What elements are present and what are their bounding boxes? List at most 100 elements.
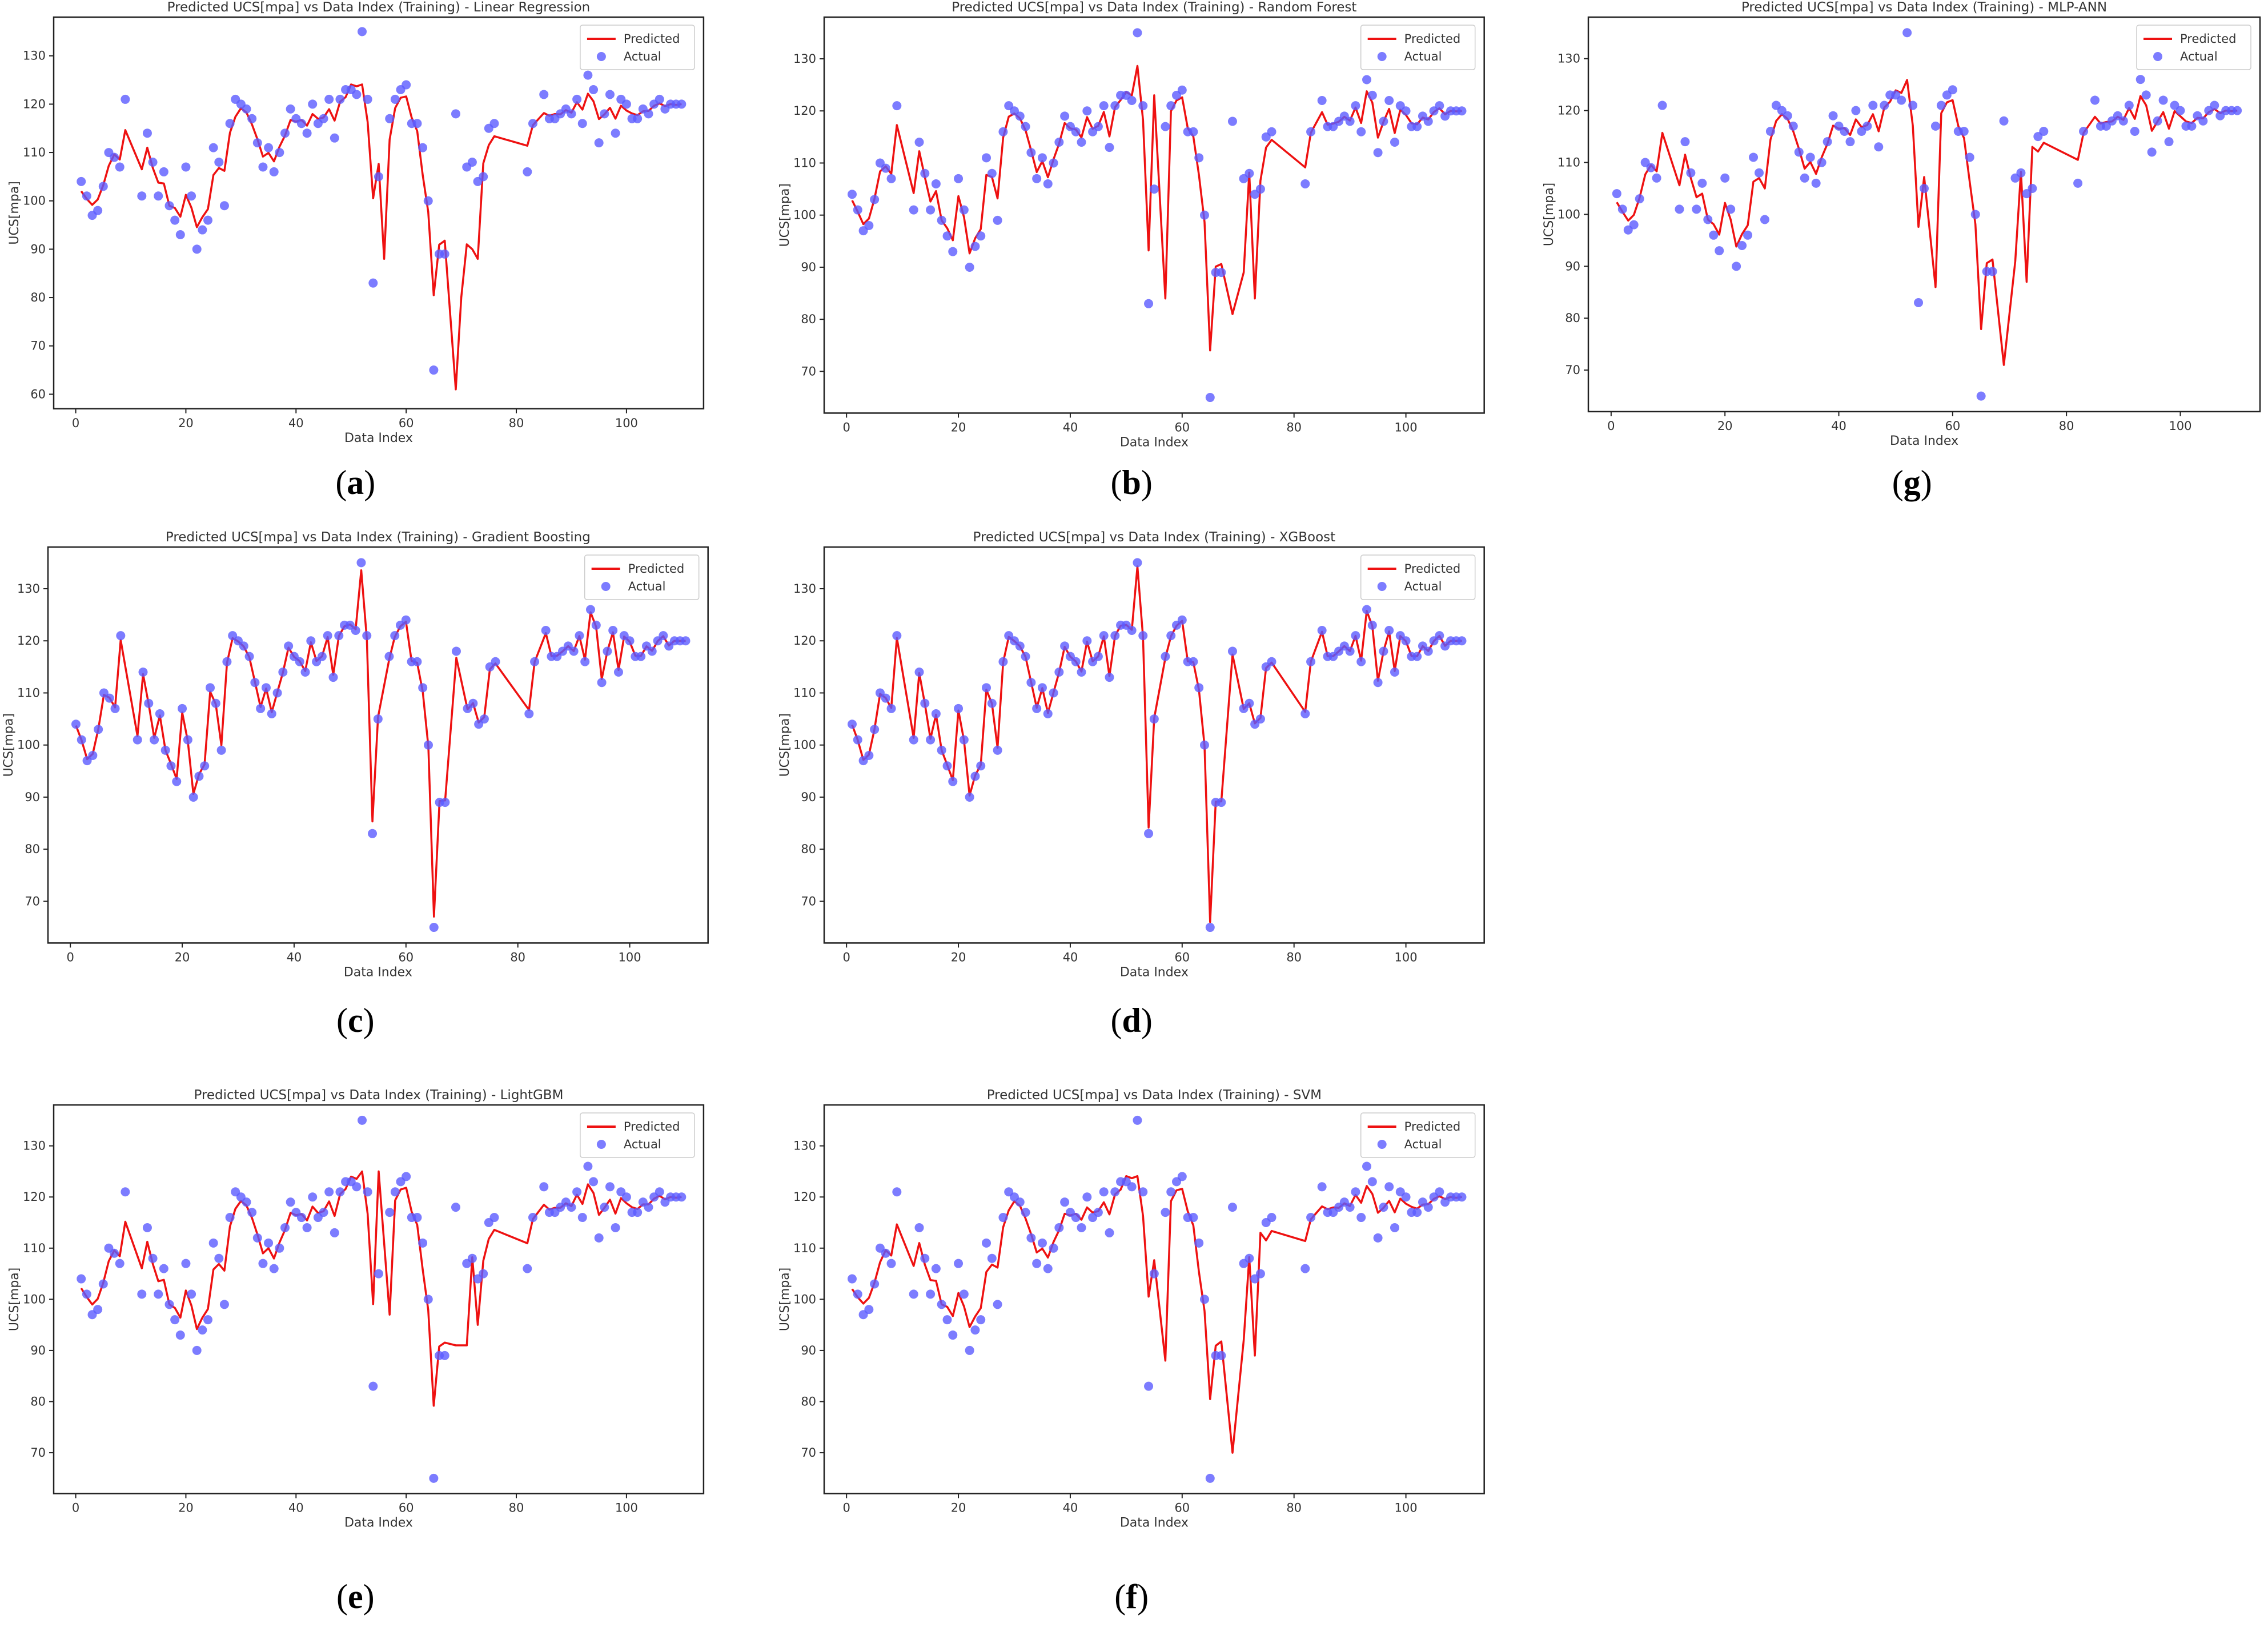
actual-point xyxy=(219,1300,229,1309)
actual-point xyxy=(1390,667,1399,677)
actual-point xyxy=(869,724,879,734)
actual-point xyxy=(2125,101,2134,111)
actual-point xyxy=(1367,91,1377,101)
legend-box xyxy=(1360,1112,1476,1159)
y-tick-label: 130 xyxy=(793,52,816,66)
actual-point xyxy=(214,158,224,167)
chart-panel-e: Predicted UCS[mpa] vs Data Index (Traini… xyxy=(7,1088,705,1530)
actual-point xyxy=(524,709,534,718)
actual-point xyxy=(1026,1233,1036,1243)
actual-point xyxy=(1384,625,1394,635)
actual-point xyxy=(272,688,282,698)
actual-point xyxy=(611,128,620,138)
legend-predicted-label: Predicted xyxy=(1404,32,1460,46)
actual-point xyxy=(1652,174,1661,183)
actual-point xyxy=(308,1192,318,1202)
actual-point xyxy=(659,630,668,640)
actual-point xyxy=(621,1192,631,1202)
actual-point xyxy=(625,636,635,645)
y-tick-label: 120 xyxy=(23,1191,46,1204)
actual-point xyxy=(175,230,185,240)
actual-point xyxy=(869,195,879,204)
actual-point xyxy=(1049,158,1058,168)
actual-point xyxy=(1255,184,1265,194)
actual-point xyxy=(914,138,924,147)
actual-point xyxy=(1194,153,1203,163)
actual-point xyxy=(306,636,316,645)
actual-point xyxy=(1686,168,1696,178)
legend-actual-label: Actual xyxy=(1404,1137,1442,1151)
x-tick-label: 100 xyxy=(618,950,641,964)
actual-point xyxy=(121,1187,130,1197)
actual-point xyxy=(1059,1197,1069,1207)
actual-point xyxy=(1412,1208,1422,1217)
actual-point xyxy=(976,231,985,241)
actual-point xyxy=(479,714,489,723)
y-tick-label: 80 xyxy=(801,842,816,856)
y-tick-label: 80 xyxy=(801,313,816,327)
actual-point xyxy=(1351,101,1360,111)
actual-point xyxy=(1093,122,1103,132)
actual-point xyxy=(1755,168,1764,178)
y-tick-label: 130 xyxy=(23,1139,46,1153)
actual-point xyxy=(222,657,232,666)
x-tick-label: 80 xyxy=(1286,950,1302,964)
actual-point xyxy=(1999,116,2009,126)
actual-point xyxy=(1971,210,1981,219)
actual-point xyxy=(1077,667,1086,677)
actual-point xyxy=(225,119,235,128)
actual-point xyxy=(489,119,499,128)
y-tick-label: 100 xyxy=(17,738,40,751)
actual-point xyxy=(1021,122,1030,132)
actual-point xyxy=(539,90,549,99)
actual-point xyxy=(177,704,187,713)
actual-point xyxy=(181,1259,191,1269)
actual-point xyxy=(1177,86,1187,95)
actual-point xyxy=(1362,1161,1371,1171)
actual-point xyxy=(953,174,963,184)
actual-point xyxy=(172,777,182,786)
actual-point xyxy=(1082,636,1092,645)
actual-point xyxy=(1199,211,1209,220)
x-tick-label: 40 xyxy=(1062,1501,1078,1515)
actual-point xyxy=(374,1269,383,1279)
actual-point xyxy=(1161,1208,1170,1217)
x-axis-label: Data Index xyxy=(344,965,412,979)
actual-point xyxy=(886,704,896,713)
actual-point xyxy=(2130,127,2140,136)
chart-svg-g: Predicted UCS[mpa] vs Data Index (Traini… xyxy=(1542,0,2261,448)
actual-point xyxy=(1255,1269,1265,1279)
actual-point xyxy=(1362,75,1371,85)
actual-point xyxy=(1205,1474,1215,1484)
actual-point xyxy=(1127,625,1137,635)
panel-caption-d: (d) xyxy=(1110,1002,1153,1040)
actual-point xyxy=(1049,688,1058,698)
actual-point xyxy=(1267,1213,1276,1223)
y-tick-label: 70 xyxy=(801,894,816,908)
actual-point xyxy=(1077,138,1086,147)
actual-point xyxy=(1037,1239,1047,1248)
actual-point xyxy=(965,263,974,272)
actual-point xyxy=(2164,137,2174,147)
actual-point xyxy=(677,1192,687,1202)
actual-point xyxy=(374,172,383,182)
actual-point xyxy=(541,625,551,635)
actual-point xyxy=(2073,179,2083,188)
actual-point xyxy=(1071,657,1081,666)
y-tick-label: 110 xyxy=(793,156,816,170)
actual-point xyxy=(357,1116,367,1125)
actual-point xyxy=(137,1289,147,1299)
actual-point xyxy=(1703,215,1713,224)
actual-point xyxy=(278,667,288,677)
actual-point xyxy=(589,85,599,95)
actual-point xyxy=(242,104,251,114)
actual-point xyxy=(981,1239,991,1248)
actual-point xyxy=(1037,682,1047,692)
actual-point xyxy=(1618,204,1628,214)
actual-point xyxy=(993,216,1002,226)
actual-point xyxy=(575,630,584,640)
panel-caption-c: (c) xyxy=(336,1002,375,1040)
actual-point xyxy=(970,771,980,781)
actual-point xyxy=(1031,704,1041,713)
x-tick-label: 100 xyxy=(1394,1501,1417,1515)
